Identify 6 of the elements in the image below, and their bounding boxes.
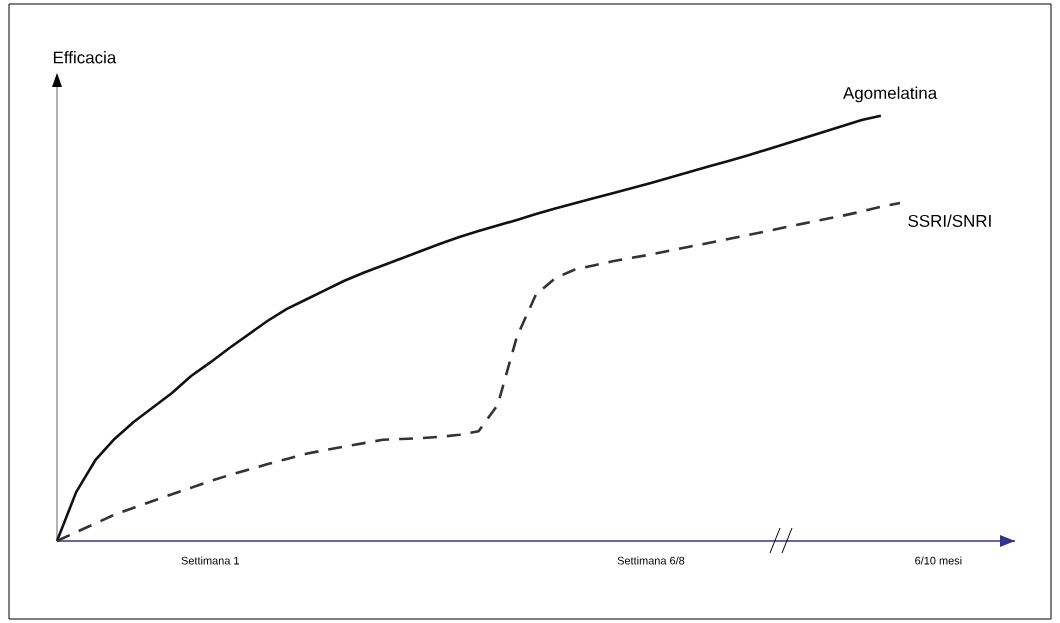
series-label: SSRI/SNRI (908, 214, 991, 227)
x-tick-label: Settimana 6/8 (617, 556, 685, 565)
x-tick-label: Settimana 1 (181, 556, 239, 565)
y-axis-title: Efficacia (53, 51, 117, 64)
x-tick-label: 6/10 mesi (915, 556, 962, 565)
series-label: Agomelatina (843, 86, 938, 103)
